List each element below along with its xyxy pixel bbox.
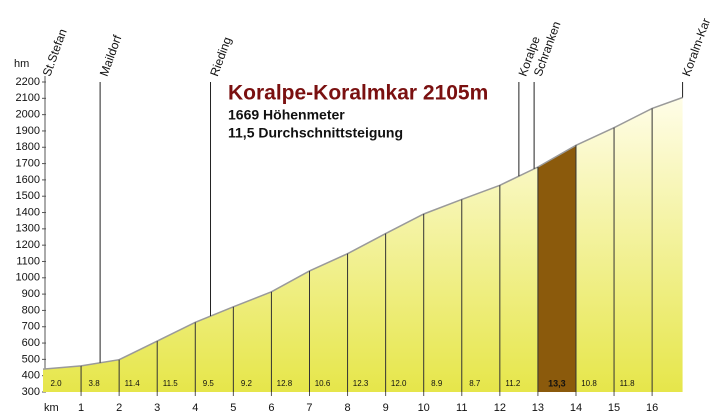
chart-title: Koralpe-Koralmkar 2105m xyxy=(228,82,488,105)
note: 1669 Höhenmeter xyxy=(228,107,345,123)
y-tick-label: 1600 xyxy=(16,174,40,186)
note: 11,5 Durchschnittsteigung xyxy=(228,125,403,141)
segment-label: 12.3 xyxy=(353,379,369,388)
segment-label: 13,3 xyxy=(548,378,566,388)
y-tick-label: 1700 xyxy=(16,157,40,169)
x-tick-label: 11 xyxy=(456,402,467,414)
segment-label: 3.8 xyxy=(89,379,101,388)
y-tick-label: 700 xyxy=(22,321,40,333)
x-tick-label: 13 xyxy=(532,402,544,414)
y-tick-label: 1200 xyxy=(16,239,40,251)
segment-label: 9.5 xyxy=(203,379,215,388)
x-tick-label: 4 xyxy=(192,402,198,414)
y-tick-label: 1500 xyxy=(16,190,40,202)
x-tick-label: 6 xyxy=(268,402,274,414)
segment-label: 10.6 xyxy=(315,379,331,388)
x-tick-label: 1 xyxy=(78,402,84,414)
y-tick-label: 900 xyxy=(22,288,40,300)
landmark-label: St.Stefan xyxy=(40,27,70,78)
x-tick-label: 14 xyxy=(570,402,582,414)
x-tick-label: 16 xyxy=(646,402,658,414)
y-tick-label: 300 xyxy=(22,386,40,398)
landmark-label: Rieding xyxy=(207,35,234,78)
segment-label: 11.5 xyxy=(163,379,179,388)
y-tick-label: 1900 xyxy=(16,125,40,137)
y-tick-label: 1800 xyxy=(16,141,40,153)
y-axis-label: hm xyxy=(14,58,29,70)
profile-area xyxy=(43,97,683,392)
landmark-label: Maildorf xyxy=(97,33,125,79)
segment-label: 11.2 xyxy=(505,379,521,388)
x-tick-label: 2 xyxy=(116,402,122,414)
y-tick-label: 2200 xyxy=(16,76,40,88)
x-tick-label: 8 xyxy=(344,402,350,414)
y-tick-label: 1400 xyxy=(16,206,40,218)
segment-label: 2.0 xyxy=(50,379,62,388)
profile-line xyxy=(42,96,683,370)
y-tick-label: 1100 xyxy=(16,255,40,267)
landmark-label: Koralm-Kar xyxy=(679,16,713,78)
x-tick-label: 7 xyxy=(306,402,312,414)
y-tick-label: 800 xyxy=(22,304,40,316)
highlight-segment xyxy=(537,145,576,392)
x-tick-label: 5 xyxy=(230,402,236,414)
y-tick-label: 1300 xyxy=(16,223,40,235)
x-tick-label: 12 xyxy=(494,402,506,414)
segment-label: 11.8 xyxy=(620,379,636,388)
segment-label: 12.8 xyxy=(277,379,293,388)
segment-label: 11.4 xyxy=(125,379,141,388)
segment-label: 12.0 xyxy=(391,379,407,388)
x-tick-label: 10 xyxy=(418,402,430,414)
y-tick-label: 2100 xyxy=(16,92,40,104)
y-tick-label: 500 xyxy=(22,353,40,365)
y-tick-label: 2000 xyxy=(16,109,40,121)
y-tick-label: 400 xyxy=(22,370,40,382)
segment-label: 8.7 xyxy=(469,379,481,388)
x-tick-label: 9 xyxy=(383,402,389,414)
segment-label: 9.2 xyxy=(241,379,253,388)
x-tick-label: 15 xyxy=(608,402,620,414)
segment-label: 10.8 xyxy=(581,379,597,388)
x-tick-label: 3 xyxy=(154,402,160,414)
x-axis-label: km xyxy=(44,402,59,414)
segment-label: 8.9 xyxy=(431,379,443,388)
y-tick-label: 1000 xyxy=(16,272,40,284)
y-tick-label: 600 xyxy=(22,337,40,349)
